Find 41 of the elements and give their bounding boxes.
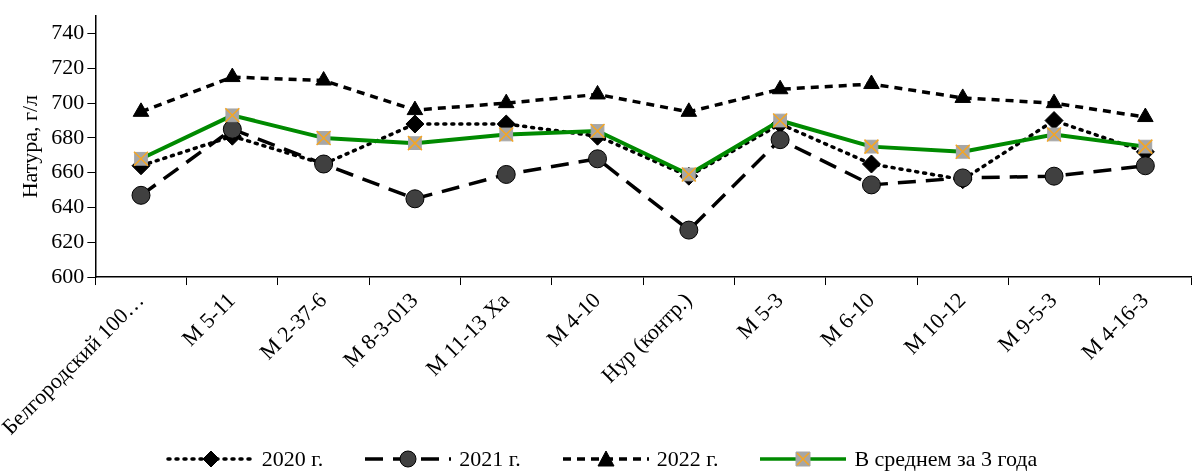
point (405, 114, 425, 134)
legend-label: 2020 г. (261, 446, 324, 472)
point (863, 74, 880, 90)
legend-label: 2022 г. (656, 446, 719, 472)
y-tick-label: 720 (51, 54, 85, 80)
y-tick-label: 600 (51, 262, 85, 288)
point (496, 164, 516, 184)
legend-label: 2021 г. (459, 446, 521, 472)
x-tick-label: М 5-11 (176, 287, 240, 351)
y-tick-label: 640 (51, 193, 85, 219)
point (1137, 107, 1154, 123)
point (315, 71, 332, 86)
point (224, 67, 241, 83)
point (679, 220, 699, 240)
y-tick-label: 740 (51, 19, 85, 45)
point (770, 130, 790, 150)
point (588, 149, 608, 169)
point (132, 102, 150, 117)
y-tick-label: 680 (51, 123, 85, 149)
x-tick-label: М 4-10 (541, 287, 606, 352)
point (1044, 166, 1064, 186)
point (1045, 93, 1063, 109)
point (954, 88, 972, 103)
point (861, 154, 881, 174)
point (680, 102, 698, 117)
y-axis-title: Натура, г/л (16, 94, 42, 199)
x-tick-label: М 6-10 (815, 287, 880, 352)
legend-label: В среднем за 3 года (854, 446, 1038, 472)
y-tick-label: 620 (51, 228, 85, 254)
point (1135, 156, 1155, 176)
point (131, 185, 151, 205)
y-tick-label: 700 (51, 88, 85, 114)
point (497, 93, 515, 109)
point (222, 119, 242, 139)
point (589, 84, 606, 100)
point (405, 189, 425, 209)
y-tick-label: 660 (51, 158, 85, 184)
x-tick-label: М 5-3 (731, 287, 788, 344)
point (406, 100, 424, 116)
point (861, 175, 881, 195)
point (771, 79, 789, 95)
